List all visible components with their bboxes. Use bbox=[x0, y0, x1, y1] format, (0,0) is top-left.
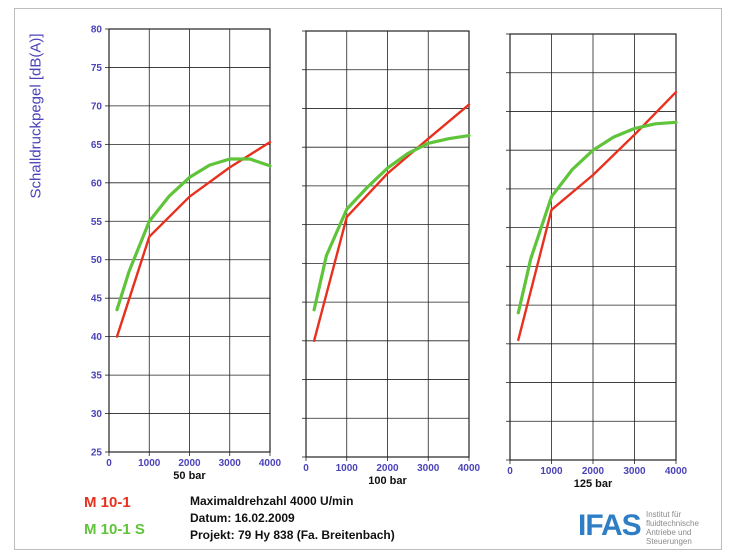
x-tick-label: 0 bbox=[303, 463, 309, 474]
y-axis-label: Schalldruckpegel [dB(A)] bbox=[27, 33, 45, 199]
logo-line-3: Antriebe und bbox=[646, 528, 692, 537]
x-tick-label: 2000 bbox=[582, 466, 605, 477]
x-tick-label: 0 bbox=[507, 466, 513, 477]
series-line-m10-1s-panel-1 bbox=[115, 157, 272, 312]
info-project: Projekt: 79 Hy 838 (Fa. Breitenbach) bbox=[190, 528, 395, 542]
series-line-m10-1-panel-3 bbox=[517, 90, 678, 342]
x-tick-label: 1000 bbox=[336, 463, 359, 474]
x-tick-label: 4000 bbox=[259, 458, 282, 469]
panel-title-2: 100 bar bbox=[368, 475, 407, 487]
logo-line-4: Steuerungen bbox=[646, 537, 692, 546]
y-tick-label: 60 bbox=[91, 178, 103, 189]
x-tick-label: 3000 bbox=[417, 463, 440, 474]
info-max-speed: Maximaldrehzahl 4000 U/min bbox=[190, 494, 354, 508]
logo-line-2: fluidtechnische bbox=[646, 519, 699, 528]
x-tick-label: 3000 bbox=[219, 458, 242, 469]
series-line-m10-1s-panel-2 bbox=[312, 134, 471, 312]
y-tick-label: 70 bbox=[91, 101, 103, 112]
x-tick-label: 2000 bbox=[376, 463, 399, 474]
panel-title-3: 125 bar bbox=[574, 478, 613, 490]
y-tick-label: 75 bbox=[91, 63, 103, 74]
x-tick-label: 0 bbox=[106, 458, 112, 469]
legend-m10-1: M 10-1 bbox=[84, 494, 131, 511]
x-tick-label: 1000 bbox=[138, 458, 161, 469]
panel-title-1: 50 bar bbox=[173, 470, 206, 482]
x-tick-label: 1000 bbox=[540, 466, 563, 477]
x-tick-label: 3000 bbox=[623, 466, 646, 477]
y-tick-label: 35 bbox=[91, 371, 103, 382]
x-tick-label: 4000 bbox=[665, 466, 688, 477]
x-tick-label: 2000 bbox=[178, 458, 201, 469]
x-tick-label: 4000 bbox=[458, 463, 481, 474]
info-date: Datum: 16.02.2009 bbox=[190, 511, 295, 525]
series-line-m10-1s-panel-3 bbox=[516, 120, 678, 315]
y-tick-label: 30 bbox=[91, 409, 103, 420]
y-tick-label: 65 bbox=[91, 140, 103, 151]
legend-m10-1s: M 10-1 S bbox=[84, 521, 145, 538]
ifas-logo: IFAS Institut für fluidtechnische Antrie… bbox=[578, 507, 718, 551]
logo-mark: IFAS bbox=[578, 509, 642, 542]
y-tick-label: 40 bbox=[91, 332, 103, 343]
logo-line-1: Institut für bbox=[646, 510, 682, 519]
series-line-m10-1-panel-2 bbox=[312, 103, 471, 342]
y-tick-label: 25 bbox=[91, 448, 103, 459]
y-tick-label: 80 bbox=[91, 25, 103, 36]
y-tick-label: 50 bbox=[91, 255, 103, 266]
y-tick-label: 55 bbox=[91, 217, 103, 228]
y-tick-label: 45 bbox=[91, 294, 103, 305]
